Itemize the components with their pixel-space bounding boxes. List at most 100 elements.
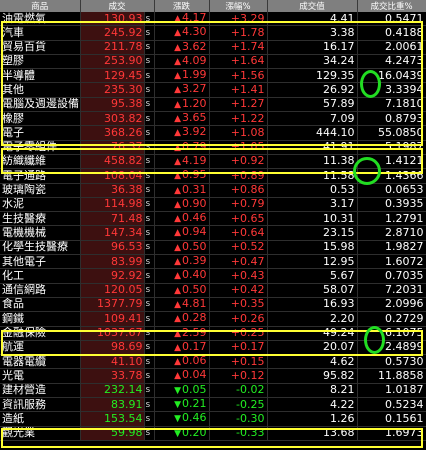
sector-name: 貿易百貨 xyxy=(0,40,81,55)
ratio-cell: 1.6973 xyxy=(357,426,426,441)
table-row[interactable]: 貿易百貨 211.78 s ▲3.62 +1.74 16.17 2.0061 xyxy=(0,40,426,55)
ratio-cell: 0.2729 xyxy=(357,311,426,327)
settle-flag: s xyxy=(144,311,155,327)
price-cell: 109.41 xyxy=(80,311,145,327)
table-row[interactable]: 電子通路 108.04 s ▲0.95 +0.89 11.58 1.4366 xyxy=(0,168,426,184)
volume-cell: 4.62 xyxy=(267,354,358,370)
col-header-price[interactable]: 成交 xyxy=(80,0,155,12)
table-row[interactable]: 生技醫療 71.48 s ▲0.46 +0.65 10.31 1.2791 xyxy=(0,211,426,227)
price-cell: 235.30 xyxy=(80,82,145,98)
change-value: 0.50 xyxy=(182,240,207,253)
table-row[interactable]: 電子 368.26 s ▲3.92 +1.08 444.10 55.0850 xyxy=(0,125,426,141)
sector-name: 生技醫療 xyxy=(0,211,81,227)
change-cell: ▲0.39 xyxy=(154,254,210,270)
up-arrow-icon: ▲ xyxy=(174,199,182,210)
table-row[interactable]: 造紙 153.54 s ▼0.46 -0.30 1.26 0.1561 xyxy=(0,411,426,427)
table-row[interactable]: 光電 33.78 s ▲0.04 +0.12 95.82 11.8858 xyxy=(0,368,426,384)
change-cell: ▲0.04 xyxy=(154,368,210,384)
percent-cell: +0.17 xyxy=(209,340,268,356)
price-cell: 232.14 xyxy=(80,383,145,399)
price-cell: 71.48 xyxy=(80,211,145,227)
price-cell: 36.38 xyxy=(80,183,145,198)
table-row[interactable]: 食品 1377.79 s ▲4.81 +0.35 16.93 2.0996 xyxy=(0,297,426,313)
volume-cell: 4.41 xyxy=(267,12,358,27)
volume-cell: 8.21 xyxy=(267,383,358,399)
up-arrow-icon: ▲ xyxy=(174,85,182,96)
sector-name: 油電燃氣 xyxy=(0,12,81,27)
up-arrow-icon: ▲ xyxy=(174,342,182,353)
price-cell: 98.69 xyxy=(80,340,145,356)
change-value: 3.65 xyxy=(182,111,207,125)
change-cell: ▲3.92 xyxy=(154,125,210,141)
table-row[interactable]: 電子零組件 76.37 s ▲0.79 +1.05 41.91 5.1987 xyxy=(0,140,426,155)
table-row[interactable]: 油電燃氣 130.93 s ▲4.17 +3.29 4.41 0.5471 xyxy=(0,12,426,27)
table-row[interactable]: 橡膠 303.82 s ▲3.65 +1.22 7.09 0.8793 xyxy=(0,111,426,127)
change-value: 0.28 xyxy=(182,311,207,325)
change-value: 0.40 xyxy=(182,268,207,282)
price-cell: 245.92 xyxy=(80,25,145,41)
col-header-name[interactable]: 商品 xyxy=(0,0,81,12)
volume-cell: 1.26 xyxy=(267,411,358,427)
change-value: 4.19 xyxy=(182,154,207,167)
change-value: 0.46 xyxy=(182,411,207,425)
table-row[interactable]: 半導體 129.45 s ▲1.99 +1.56 129.35 16.0439 xyxy=(0,68,426,84)
table-row[interactable]: 其他 235.30 s ▲3.27 +1.41 26.92 3.3394 xyxy=(0,82,426,98)
settle-flag: s xyxy=(144,125,155,141)
up-arrow-icon: ▲ xyxy=(174,114,182,125)
settle-flag: s xyxy=(144,25,155,41)
ratio-cell: 11.8858 xyxy=(357,368,426,384)
price-cell: 41.10 xyxy=(80,354,145,370)
up-arrow-icon: ▲ xyxy=(174,285,182,296)
ratio-cell: 1.4366 xyxy=(357,168,426,184)
table-row[interactable]: 建材營造 232.14 s ▼0.05 -0.02 8.21 1.0187 xyxy=(0,383,426,399)
change-cell: ▲0.94 xyxy=(154,225,210,241)
table-row[interactable]: 觀光業 59.98 s ▼0.20 -0.33 13.68 1.6973 xyxy=(0,426,426,441)
table-row[interactable]: 塑膠 253.90 s ▲4.09 +1.64 34.24 4.2473 xyxy=(0,54,426,70)
table-row[interactable]: 電器電纜 41.10 s ▲0.06 +0.15 4.62 0.5730 xyxy=(0,354,426,370)
change-cell: ▲0.95 xyxy=(154,168,210,184)
table-row[interactable]: 玻璃陶瓷 36.38 s ▲0.31 +0.86 0.53 0.0653 xyxy=(0,183,426,198)
table-row[interactable]: 航運 98.69 s ▲0.17 +0.17 20.07 2.4899 xyxy=(0,340,426,356)
change-cell: ▼0.05 xyxy=(154,383,210,399)
ratio-cell: 1.4121 xyxy=(357,154,426,170)
change-value: 0.31 xyxy=(182,183,207,196)
settle-flag: s xyxy=(144,97,155,113)
change-value: 0.17 xyxy=(182,340,207,353)
ratio-cell: 0.3935 xyxy=(357,197,426,213)
table-row[interactable]: 電腦及週邊設備 95.38 s ▲1.20 +1.27 57.89 7.1810 xyxy=(0,97,426,113)
table-row[interactable]: 紡織纖維 458.82 s ▲4.19 +0.92 11.38 1.4121 xyxy=(0,154,426,170)
table-row[interactable]: 金融保險 1037.67 s ▲2.59 +0.25 49.24 6.1075 xyxy=(0,326,426,341)
col-header-volume[interactable]: 成交值 xyxy=(267,0,358,12)
ratio-cell: 0.4188 xyxy=(357,25,426,41)
table-row[interactable]: 水泥 114.98 s ▲0.90 +0.79 3.17 0.3935 xyxy=(0,197,426,213)
table-row[interactable]: 電機機械 147.34 s ▲0.94 +0.64 23.15 2.8710 xyxy=(0,225,426,241)
volume-cell: 10.31 xyxy=(267,211,358,227)
table-row[interactable]: 鋼鐵 109.41 s ▲0.28 +0.26 2.20 0.2729 xyxy=(0,311,426,327)
percent-cell: +0.43 xyxy=(209,268,268,284)
sector-name: 金融保險 xyxy=(0,326,81,341)
col-header-percent[interactable]: 漲幅% xyxy=(209,0,268,12)
up-arrow-icon: ▲ xyxy=(174,128,182,139)
up-arrow-icon: ▲ xyxy=(174,299,182,310)
volume-cell: 3.38 xyxy=(267,25,358,41)
ratio-cell: 0.7035 xyxy=(357,268,426,284)
table-row[interactable]: 通信網路 120.05 s ▲0.50 +0.42 58.07 7.2031 xyxy=(0,283,426,298)
table-row[interactable]: 其他電子 83.99 s ▲0.39 +0.47 12.95 1.6072 xyxy=(0,254,426,270)
table-row[interactable]: 化工 92.92 s ▲0.40 +0.43 5.67 0.7035 xyxy=(0,268,426,284)
table-row[interactable]: 資訊服務 83.91 s ▼0.21 -0.25 4.22 0.5234 xyxy=(0,397,426,413)
up-arrow-icon: ▲ xyxy=(174,171,182,182)
col-header-change[interactable]: 漲跌 xyxy=(154,0,210,12)
change-value: 4.30 xyxy=(182,25,207,39)
sector-name: 通信網路 xyxy=(0,283,81,298)
ratio-cell: 0.8793 xyxy=(357,111,426,127)
volume-cell: 12.95 xyxy=(267,254,358,270)
change-cell: ▲3.27 xyxy=(154,82,210,98)
table-row[interactable]: 汽車 245.92 s ▲4.30 +1.78 3.38 0.4188 xyxy=(0,25,426,41)
ratio-cell: 0.5234 xyxy=(357,397,426,413)
col-header-ratio[interactable]: 成交比重% xyxy=(357,0,426,12)
table-header-row: 商品 成交 漲跌 漲幅% 成交值 成交比重% xyxy=(0,0,426,12)
table-row[interactable]: 化學生技醫療 96.53 s ▲0.50 +0.52 15.98 1.9827 xyxy=(0,240,426,256)
percent-cell: +1.22 xyxy=(209,111,268,127)
change-value: 3.92 xyxy=(182,125,207,139)
